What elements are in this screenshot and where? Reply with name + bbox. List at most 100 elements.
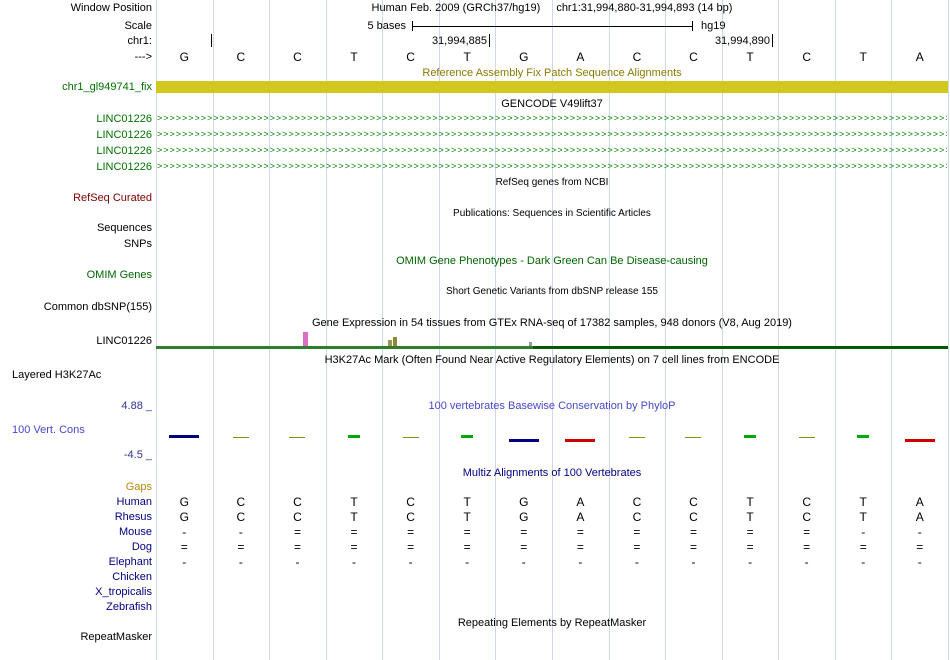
base-cell: A [915,495,924,509]
base-cell: - [861,525,866,539]
phylop-wiggle-mark [565,439,595,442]
base-cell: A [576,495,585,509]
base-cell: - [634,555,639,569]
publications-header: Publications: Sequences in Scientific Ar… [453,208,651,219]
base-cell: G [179,510,189,524]
base-cell: T [746,510,754,524]
base-cell: = [350,540,358,554]
grid-line [269,0,270,660]
base-cell: = [520,540,528,554]
base-cell: - [861,555,866,569]
track-label-h3k27ac[interactable]: Layered H3K27Ac [12,369,102,381]
track-label-common-dbsnp[interactable]: Common dbSNP(155) [43,301,152,313]
fix-patch-header: Reference Assembly Fix Patch Sequence Al… [422,67,682,79]
scale-bar [412,26,693,27]
gene-model-arrows[interactable]: >>>>>>>>>>>>>>>>>>>>>>>>>>>>>>>>>>>>>>>>… [157,145,947,155]
species-label-chicken[interactable]: Chicken [112,571,152,583]
gtex-expression-bar[interactable] [393,337,397,346]
scale-bar-left-tick [412,21,413,31]
phylop-header: 100 vertebrates Basewise Conservation by… [428,400,676,412]
base-cell: = [633,540,641,554]
base-cell: T [859,50,867,64]
track-label-phylop[interactable]: 100 Vert. Cons [12,424,85,436]
dbsnp-header: Short Genetic Variants from dbSNP releas… [446,286,658,297]
refseq-header: RefSeq genes from NCBI [495,177,609,188]
base-cell: = [803,525,811,539]
base-cell: = [689,525,697,539]
scale-genome: hg19 [701,20,726,32]
grid-line [835,0,836,660]
base-cell: T [463,510,471,524]
track-label-fix-patch[interactable]: chr1_gl949741_fix [62,81,152,93]
track-label-gene[interactable]: LINC01226 [96,161,152,173]
species-label-x_tropicalis[interactable]: X_tropicalis [95,586,152,598]
base-cell: C [802,50,811,64]
base-cell: = [803,540,811,554]
phylop-min-label: -4.5 _ [123,449,152,461]
species-label-rhesus[interactable]: Rhesus [114,511,152,523]
track-label-snps[interactable]: SNPs [123,238,152,250]
base-cell: A [915,50,924,64]
base-cell: - [917,555,922,569]
phylop-wiggle-mark [744,435,756,438]
grid-line [891,0,892,660]
phylop-wiggle-mark [169,435,199,438]
repeatmasker-header: Repeating Elements by RepeatMasker [457,617,647,629]
grid-line [722,0,723,660]
grid-line [213,0,214,660]
gtex-gene-line-right[interactable] [533,346,948,349]
track-label-sequences[interactable]: Sequences [96,222,152,234]
phylop-wiggle-mark [348,435,360,438]
base-cell: G [519,50,529,64]
gtex-expression-bar[interactable] [388,340,392,346]
base-cell: C [406,495,415,509]
base-cell: = [916,540,924,554]
gene-model-arrows[interactable]: >>>>>>>>>>>>>>>>>>>>>>>>>>>>>>>>>>>>>>>>… [157,161,947,171]
grid-line [326,0,327,660]
base-cell: - [804,555,809,569]
gene-model-arrows[interactable]: >>>>>>>>>>>>>>>>>>>>>>>>>>>>>>>>>>>>>>>>… [157,113,947,123]
track-label-gene[interactable]: LINC01226 [96,145,152,157]
fix-patch-bar[interactable] [156,81,948,93]
base-cell: - [182,525,187,539]
base-cell: T [746,50,754,64]
grid-line [778,0,779,660]
base-cell: T [859,495,867,509]
species-label-human[interactable]: Human [116,496,152,508]
gtex-gene-line-left[interactable] [156,346,533,349]
base-cell: - [238,555,243,569]
base-cell: G [179,495,189,509]
species-label-elephant[interactable]: Elephant [108,556,152,568]
gtex-expression-bar[interactable] [303,332,308,346]
gtex-header: Gene Expression in 54 tissues from GTEx … [312,317,792,329]
track-label-repeatmasker[interactable]: RepeatMasker [80,631,152,643]
track-label-gtex-gene[interactable]: LINC01226 [96,335,152,347]
track-label-gaps[interactable]: Gaps [125,481,152,493]
coord-left: 31,994,885 [431,35,487,47]
base-cell: C [236,50,246,64]
gene-model-arrows[interactable]: >>>>>>>>>>>>>>>>>>>>>>>>>>>>>>>>>>>>>>>>… [157,129,947,139]
species-alignment-row: - - = = = = = = = = = = - - [156,525,948,539]
base-cell: - [578,555,583,569]
base-cell: C [293,50,302,64]
species-label-mouse[interactable]: Mouse [118,526,152,538]
base-cell: - [182,555,187,569]
base-cell: = [350,525,358,539]
species-label-dog[interactable]: Dog [131,541,152,553]
species-label-zebrafish[interactable]: Zebrafish [106,601,152,613]
base-cell: C [236,510,246,524]
base-cell: = [463,540,471,554]
grid-line [948,0,949,660]
chrom-label: chr1: [127,35,152,47]
gtex-expression-bar[interactable] [529,342,532,346]
track-label-refseq-curated[interactable]: RefSeq Curated [73,192,152,204]
grid-line [439,0,440,660]
track-label-gene[interactable]: LINC01226 [96,129,152,141]
track-label-gene[interactable]: LINC01226 [96,113,152,125]
phylop-wiggle-mark [905,439,935,442]
omim-header: OMIM Gene Phenotypes - Dark Green Can Be… [396,255,708,267]
scale-value: 5 bases [367,20,406,32]
track-label-omim-genes[interactable]: OMIM Genes [86,269,152,281]
